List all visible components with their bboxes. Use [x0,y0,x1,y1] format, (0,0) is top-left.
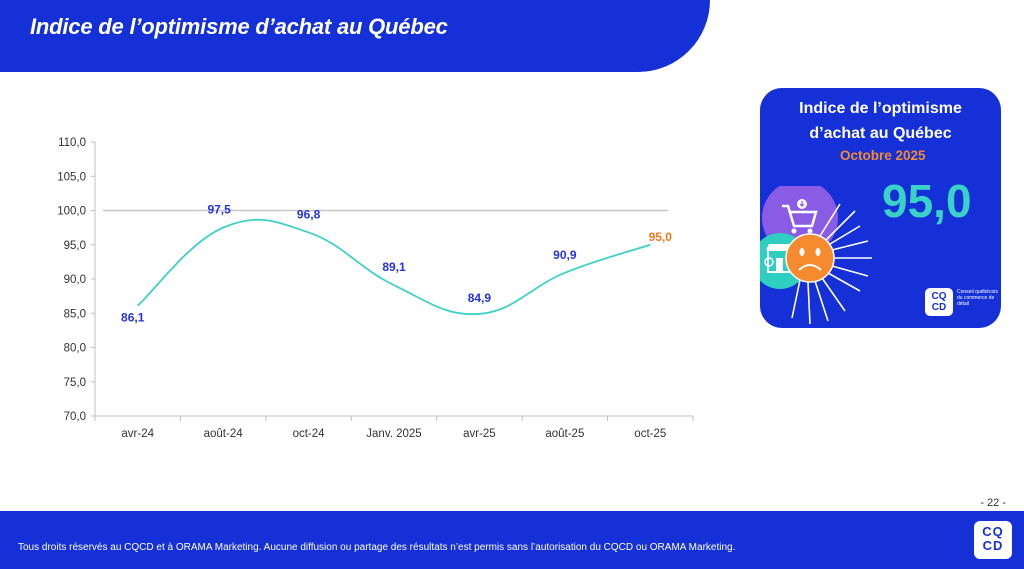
x-tick-label: avr-24 [121,428,154,440]
y-tick-label: 105,0 [57,171,86,183]
card-illustration [760,186,872,325]
cqcd-logo-text: Conseil québécois du commerce de détail [957,289,998,307]
y-tick-label: 85,0 [64,308,86,320]
card-value: 95,0 [882,175,972,227]
line-chart: 70,0 75,0 80,0 85,0 90,0 95,0 100,0 105,0 110,0 a… [57,137,694,440]
x-tick-label: oct-24 [293,428,326,440]
page-title: Indice de l’optimisme d’achat au Québec [30,14,448,39]
data-label: 95,0 [649,230,673,244]
data-label: 89,1 [382,260,406,274]
data-label: 90,9 [553,248,577,262]
y-tick-label: 95,0 [64,240,86,252]
x-tick-label: avr-25 [463,428,496,440]
x-tick-label: Janv. 2025 [366,428,421,440]
sad-face-sun-icon [785,203,872,325]
y-tick-label: 75,0 [64,377,86,389]
y-tick-label: 90,0 [64,274,86,286]
footer-cqcd-logo: CQ CD [974,521,1012,559]
data-label: 96,8 [297,207,321,221]
y-tick-label: 100,0 [57,206,86,218]
summary-card: Indice de l’optimisme d’achat au Québec … [760,88,1001,328]
y-tick-label: 80,0 [64,343,86,355]
footer: Tous droits réservés au CQCD et à ORAMA … [0,511,1024,569]
x-tick-label: août-25 [545,428,584,440]
y-tick-label: 70,0 [64,411,86,423]
y-tick-label: 110,0 [58,137,86,149]
card-month: Octobre 2025 [840,148,926,163]
title-banner: Indice de l’optimisme d’achat au Québec [0,0,710,72]
x-tick-label: oct-25 [634,428,666,440]
data-label: 86,1 [121,311,145,325]
data-label: 84,9 [468,291,492,305]
card-title: Indice de l’optimisme d’achat au Québec [760,96,1001,146]
cqcd-logo: CQ CD [925,288,953,316]
card-title-line1: Indice de l’optimisme [799,100,962,117]
footer-copyright: Tous droits réservés au CQCD et à ORAMA … [18,542,736,553]
x-tick-label: août-24 [204,428,244,440]
data-label: 97,5 [207,203,231,217]
card-title-line2: d’achat au Québec [809,125,952,142]
page-number: - 22 - [980,497,1006,509]
